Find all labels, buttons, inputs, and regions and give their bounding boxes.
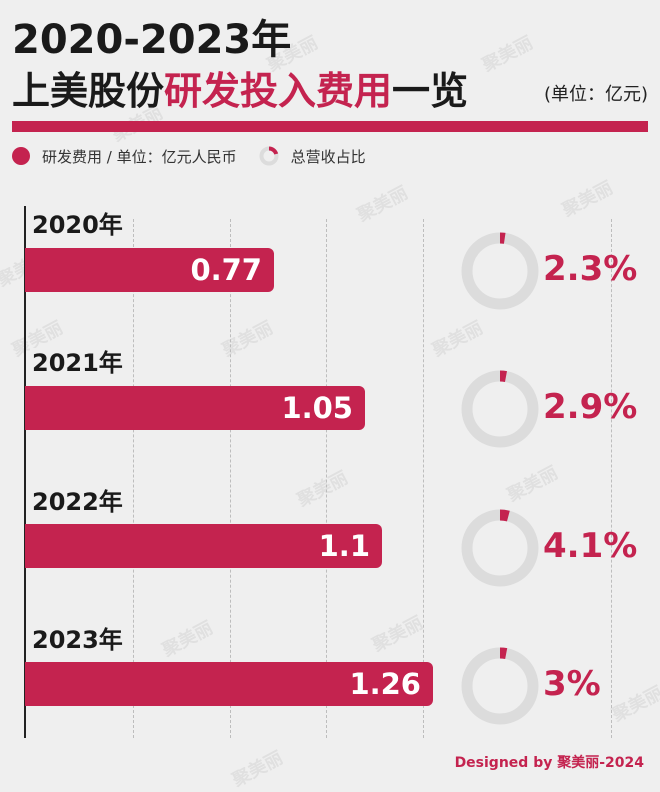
gridline bbox=[133, 219, 134, 738]
watermark: 聚美丽 bbox=[353, 182, 412, 227]
ratio-value: 4.1% bbox=[543, 526, 638, 566]
circle-icon bbox=[12, 147, 30, 165]
watermark: 聚美丽 bbox=[558, 177, 617, 222]
donut-icon bbox=[259, 146, 279, 166]
watermark: 聚美丽 bbox=[478, 32, 537, 77]
bar-2023: 1.26 bbox=[25, 662, 433, 706]
gridline bbox=[326, 219, 327, 738]
bar-2022: 1.1 bbox=[25, 524, 382, 568]
legend-label-rd: 研发费用 / 单位：亿元人民币 bbox=[42, 147, 237, 166]
year-label: 2022年 bbox=[30, 487, 125, 517]
title-accent: 研发投入费用 bbox=[164, 69, 393, 113]
credit-text: Designed by 聚美丽-2024 bbox=[454, 755, 644, 771]
title-line-2: 上美股份研发投入费用一览 bbox=[12, 66, 468, 116]
ratio-value: 2.9% bbox=[543, 387, 638, 427]
donut-chart-2023 bbox=[461, 647, 539, 725]
watermark: 聚美丽 bbox=[503, 462, 562, 507]
donut-chart-2020 bbox=[461, 232, 539, 310]
y-axis-line bbox=[24, 206, 26, 738]
legend: 研发费用 / 单位：亿元人民币 总营收占比 bbox=[12, 145, 366, 167]
donut-chart-2022 bbox=[461, 509, 539, 587]
donut-chart-2021 bbox=[461, 370, 539, 448]
gridline bbox=[230, 219, 231, 738]
gridline bbox=[423, 219, 424, 738]
bar-2020: 0.77 bbox=[25, 248, 274, 292]
legend-item-rd: 研发费用 / 单位：亿元人民币 bbox=[12, 146, 237, 167]
ratio-value: 2.3% bbox=[543, 249, 638, 289]
watermark: 聚美丽 bbox=[608, 682, 660, 727]
title-line-1: 2020-2023年 bbox=[12, 17, 292, 63]
title-suffix: 一览 bbox=[392, 69, 469, 113]
gridline bbox=[611, 219, 612, 738]
watermark: 聚美丽 bbox=[158, 617, 217, 662]
year-label: 2021年 bbox=[30, 348, 125, 378]
header-divider bbox=[12, 121, 648, 132]
bar-value: 1.26 bbox=[349, 667, 421, 701]
legend-item-ratio: 总营收占比 bbox=[259, 146, 366, 167]
title-company: 上美股份 bbox=[12, 69, 165, 113]
bar-value: 0.77 bbox=[190, 253, 262, 287]
bar-2021: 1.05 bbox=[25, 386, 365, 430]
watermark: 聚美丽 bbox=[228, 747, 287, 792]
bar-value: 1.05 bbox=[281, 391, 353, 425]
ratio-value: 3% bbox=[543, 664, 601, 704]
watermark: 聚美丽 bbox=[368, 612, 427, 657]
legend-label-ratio: 总营收占比 bbox=[290, 147, 366, 166]
year-label: 2020年 bbox=[30, 210, 125, 240]
bar-value: 1.1 bbox=[318, 529, 370, 563]
watermark: 聚美丽 bbox=[293, 467, 352, 512]
watermark: 聚美丽 bbox=[428, 317, 487, 362]
watermark: 聚美丽 bbox=[218, 317, 277, 362]
year-label: 2023年 bbox=[30, 625, 125, 655]
unit-label: (单位：亿元) bbox=[543, 84, 648, 105]
